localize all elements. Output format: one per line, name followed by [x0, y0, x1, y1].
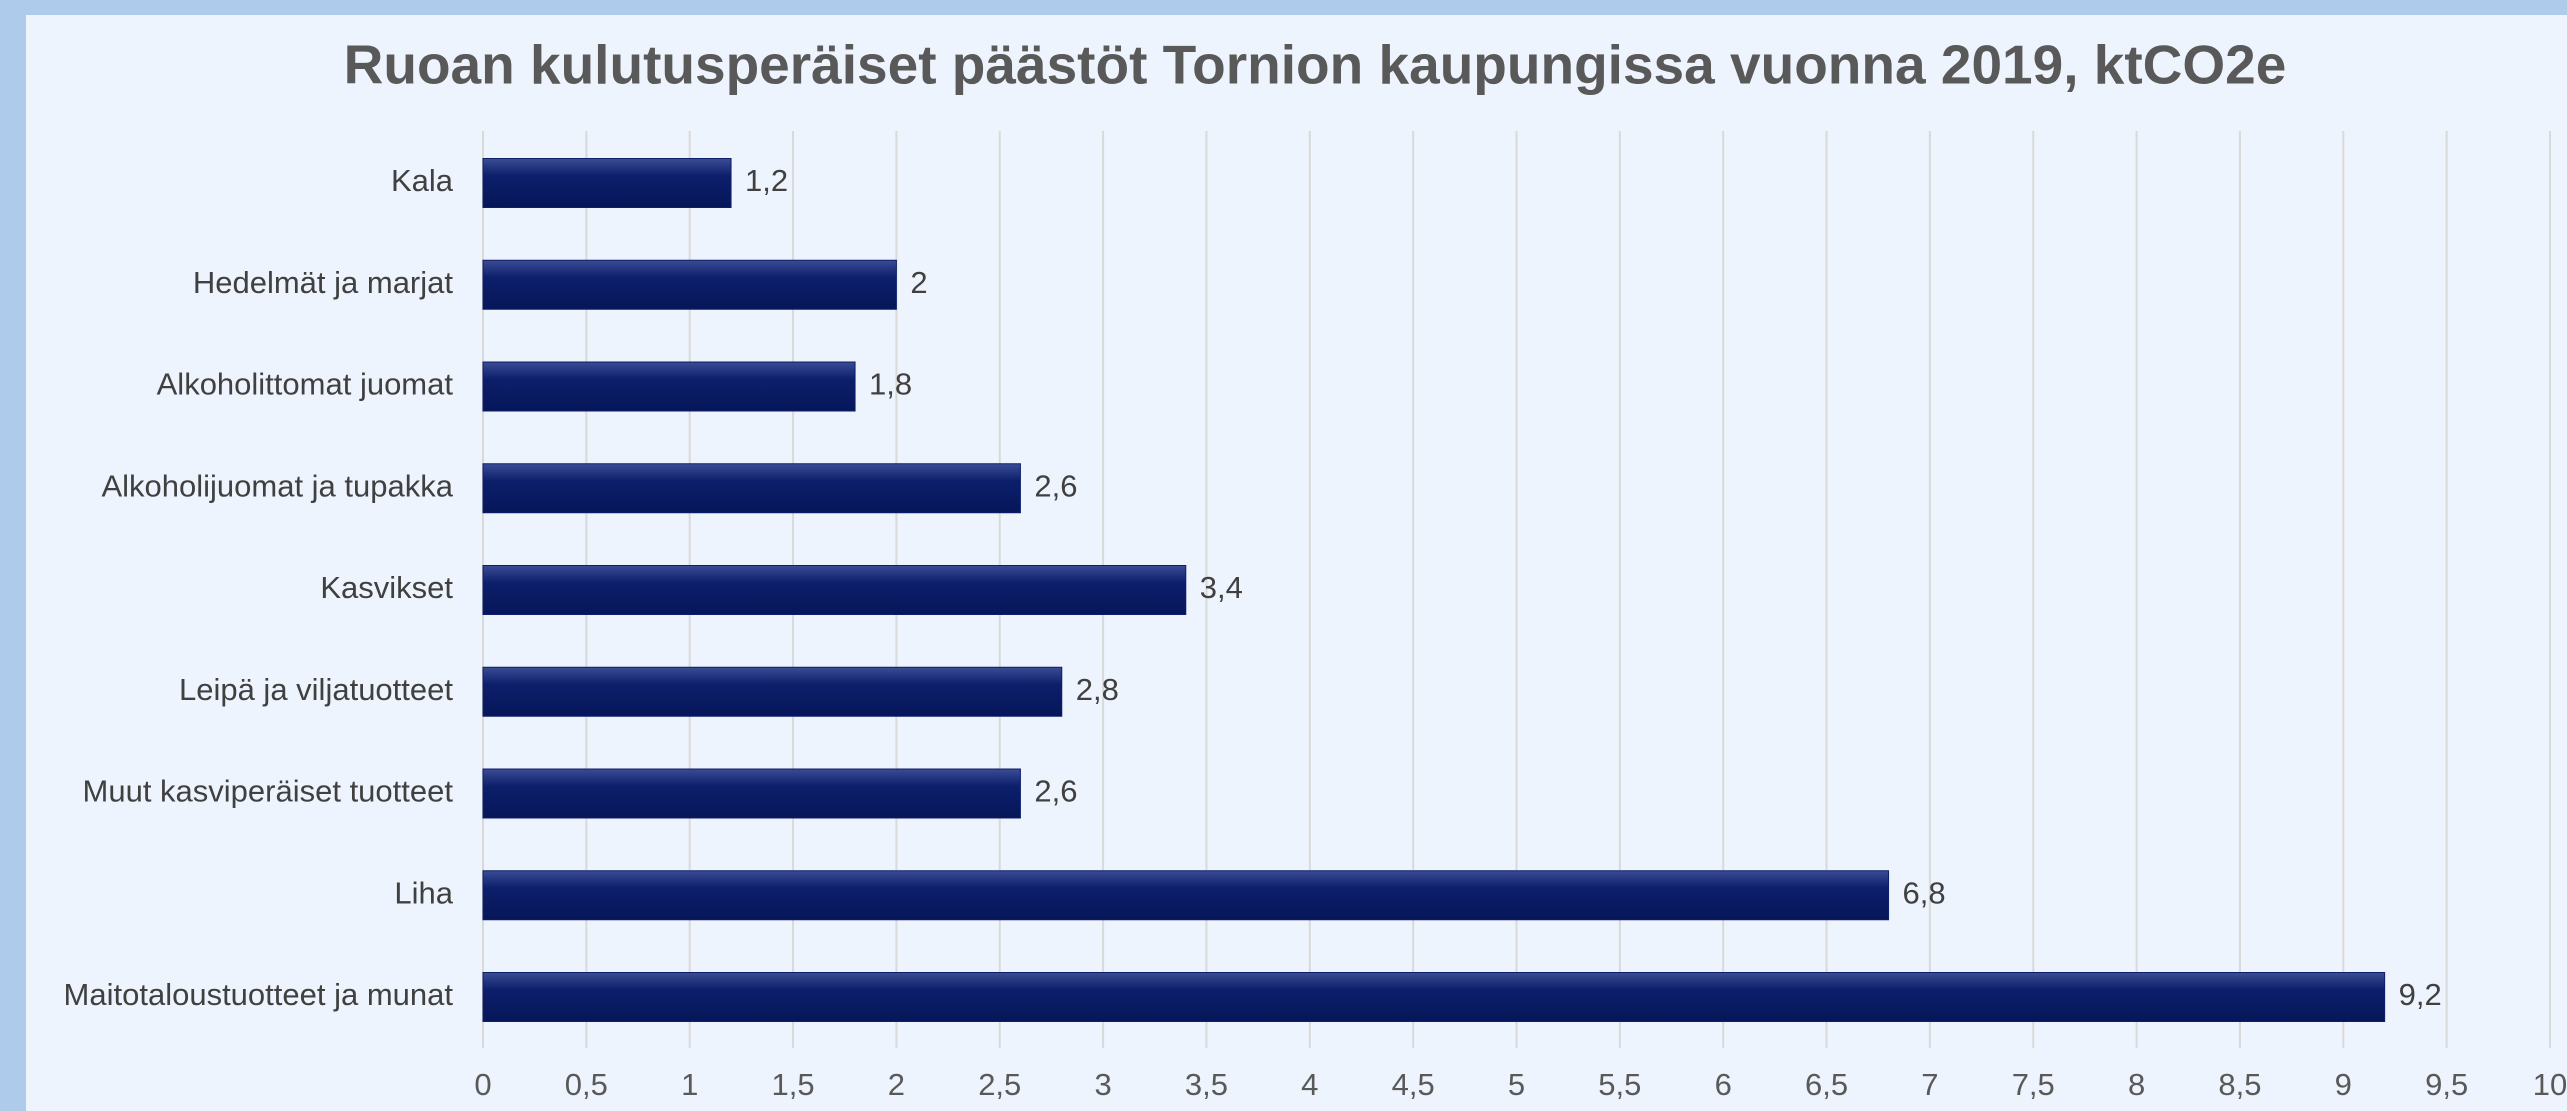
y-tick-label: Kala: [391, 163, 454, 198]
x-tick-label: 8: [2128, 1067, 2145, 1102]
x-tick-label: 0,5: [565, 1067, 608, 1102]
data-label: 1,8: [869, 367, 912, 402]
x-tick-label: 9: [2335, 1067, 2352, 1102]
bar: [482, 565, 1187, 615]
x-tick-label: 9,5: [2425, 1067, 2468, 1102]
bar: [482, 666, 1063, 717]
bar: [482, 259, 897, 310]
x-tick-label: 4: [1301, 1067, 1318, 1102]
bar: [482, 972, 2386, 1022]
data-label: 2,6: [1034, 774, 1077, 809]
x-tick-label: 10: [2533, 1067, 2567, 1102]
plot-background: [26, 15, 2567, 1111]
y-tick-label: Leipä ja viljatuotteet: [179, 672, 453, 707]
x-tick-label: 7,5: [2012, 1067, 2055, 1102]
x-tick-label: 6: [1715, 1067, 1732, 1102]
x-tick-label: 6,5: [1805, 1067, 1848, 1102]
y-tick-label: Alkoholijuomat ja tupakka: [101, 468, 453, 503]
x-tick-label: 2,5: [978, 1067, 1021, 1102]
y-tick-label: Muut kasviperäiset tuotteet: [83, 774, 454, 809]
data-label: 1,2: [745, 163, 788, 198]
y-tick-label: Kasvikset: [320, 570, 453, 605]
x-tick-label: 3,5: [1185, 1067, 1228, 1102]
chart-title: Ruoan kulutusperäiset päästöt Tornion ka…: [344, 34, 2287, 96]
x-tick-label: 5: [1508, 1067, 1525, 1102]
x-tick-label: 1: [681, 1067, 698, 1102]
bar: [482, 463, 1021, 514]
data-label: 9,2: [2399, 977, 2442, 1012]
data-label: 3,4: [1200, 570, 1243, 605]
y-tick-label: Hedelmät ja marjat: [193, 265, 454, 300]
data-label: 2: [910, 265, 927, 300]
x-tick-label: 1,5: [771, 1067, 814, 1102]
x-tick-label: 7: [1921, 1067, 1938, 1102]
x-tick-label: 2: [888, 1067, 905, 1102]
data-label: 2,8: [1076, 672, 1119, 707]
bar: [482, 870, 1890, 921]
x-tick-label: 3: [1094, 1067, 1111, 1102]
y-tick-label: Alkoholittomat juomat: [157, 367, 454, 402]
x-tick-label: 8,5: [2218, 1067, 2261, 1102]
y-tick-label: Maitotaloustuotteet ja munat: [64, 977, 454, 1012]
bar: [482, 158, 732, 208]
bar: [482, 361, 856, 412]
x-tick-label: 0: [474, 1067, 491, 1102]
x-tick-label: 5,5: [1598, 1067, 1641, 1102]
data-label: 2,6: [1034, 468, 1077, 503]
data-label: 6,8: [1903, 875, 1946, 910]
bar: [482, 768, 1021, 819]
x-tick-label: 4,5: [1392, 1067, 1435, 1102]
y-tick-label: Liha: [394, 875, 453, 910]
